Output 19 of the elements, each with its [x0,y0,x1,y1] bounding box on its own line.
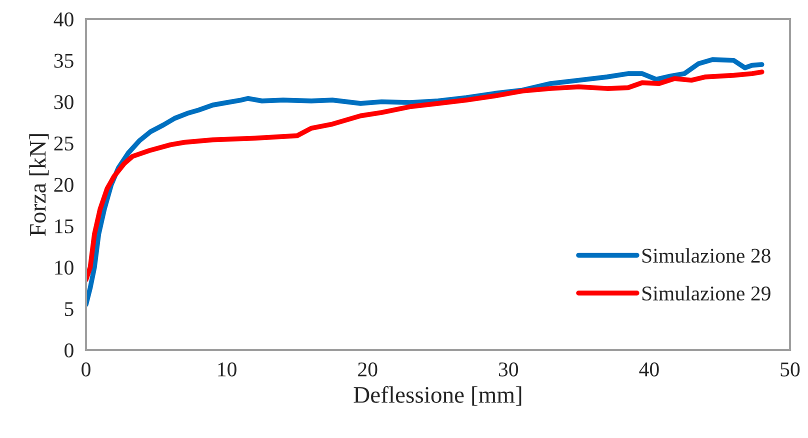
x-axis-title: Deflessione [mm] [354,386,522,406]
y-tick-label: 25 [54,136,74,151]
x-tick-label: 10 [218,362,236,376]
y-tick-label: 20 [54,178,74,192]
y-tick-label: 0 [64,343,74,358]
x-tick-label: 0 [82,362,90,376]
y-tick-label: 5 [64,302,74,316]
y-tick-label: 40 [54,12,74,26]
y-tick-label: 35 [54,54,74,68]
y-tick-label: 30 [54,95,74,110]
legend-label: Simulazione 28 [642,248,770,263]
x-tick-label: 40 [639,362,659,376]
y-tick-label: 15 [55,219,74,234]
y-axis-title: Forza [kN] [29,134,49,236]
x-tick-label: 50 [780,362,800,376]
y-tick-label: 10 [55,260,74,275]
x-tick-label: 30 [498,362,518,376]
legend-label: Simulazione 29 [642,286,770,301]
x-tick-label: 20 [358,362,378,376]
